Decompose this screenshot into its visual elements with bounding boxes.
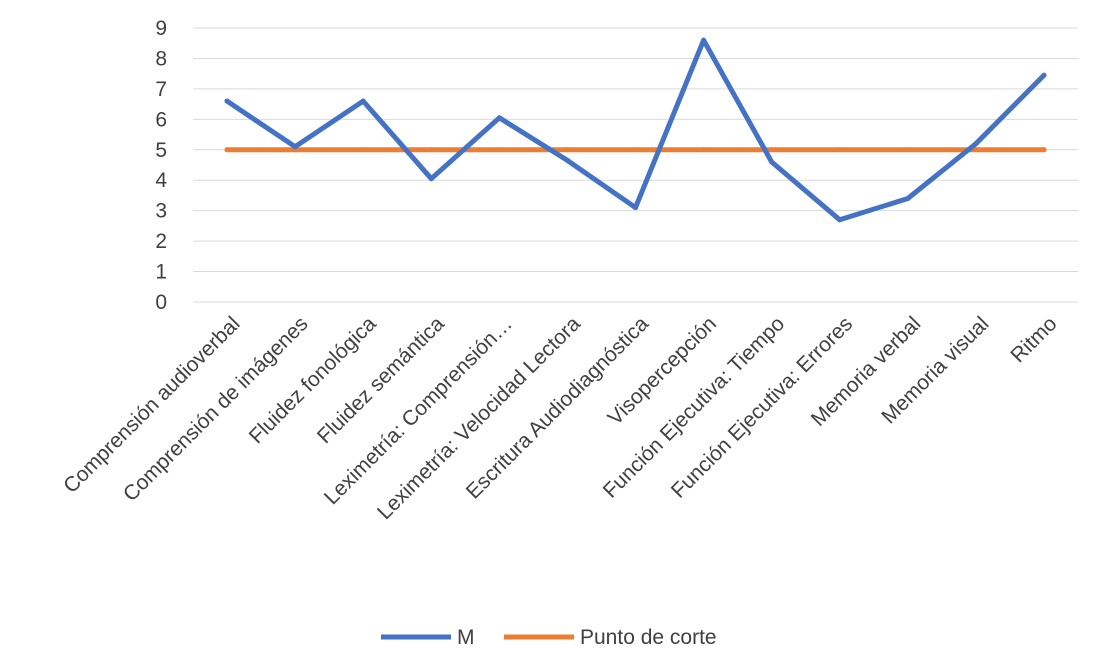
y-tick-label: 6 (155, 108, 167, 131)
y-tick-label: 9 (155, 17, 167, 40)
data-point (496, 147, 502, 153)
data-point (973, 141, 979, 147)
data-point (496, 115, 502, 121)
data-point (292, 144, 298, 150)
data-point (633, 147, 638, 153)
data-point (428, 147, 434, 153)
legend-label: Punto de corte (580, 626, 717, 649)
data-point (701, 37, 707, 43)
x-category-label: Fluidez fonológica (245, 312, 381, 448)
data-point (1041, 72, 1047, 78)
y-tick-label: 4 (155, 169, 167, 192)
series-lines (224, 37, 1047, 223)
data-point (564, 157, 570, 163)
data-point (905, 195, 911, 201)
data-point (769, 159, 775, 165)
data-point (633, 205, 638, 211)
legend: M Punto de corte (381, 626, 717, 649)
data-point (224, 98, 230, 104)
gridlines (193, 27, 1078, 303)
y-tick-label: 0 (155, 291, 167, 314)
data-point (837, 217, 843, 223)
data-point (1041, 147, 1047, 153)
data-point (360, 147, 366, 153)
y-tick-label: 2 (155, 230, 167, 253)
x-category-label: Ritmo (1006, 312, 1061, 367)
series-line-m (224, 37, 1047, 223)
y-tick-label: 5 (155, 139, 167, 162)
x-category-label: Fluidez semántica (313, 312, 449, 448)
data-point (564, 147, 570, 153)
data-point (769, 147, 775, 153)
y-tick-label: 3 (155, 200, 167, 223)
y-tick-label: 7 (155, 78, 167, 101)
data-point (701, 147, 707, 153)
data-point (973, 147, 979, 153)
y-tick-label: 8 (155, 47, 167, 70)
legend-label: M (457, 626, 475, 649)
y-tick-label: 1 (155, 261, 167, 284)
data-point (360, 98, 366, 104)
data-point (837, 147, 843, 153)
data-point (428, 176, 434, 182)
data-point (224, 147, 230, 153)
y-axis-ticks: 0 1 2 3 4 5 6 7 8 9 (155, 17, 167, 314)
data-point (905, 147, 911, 153)
